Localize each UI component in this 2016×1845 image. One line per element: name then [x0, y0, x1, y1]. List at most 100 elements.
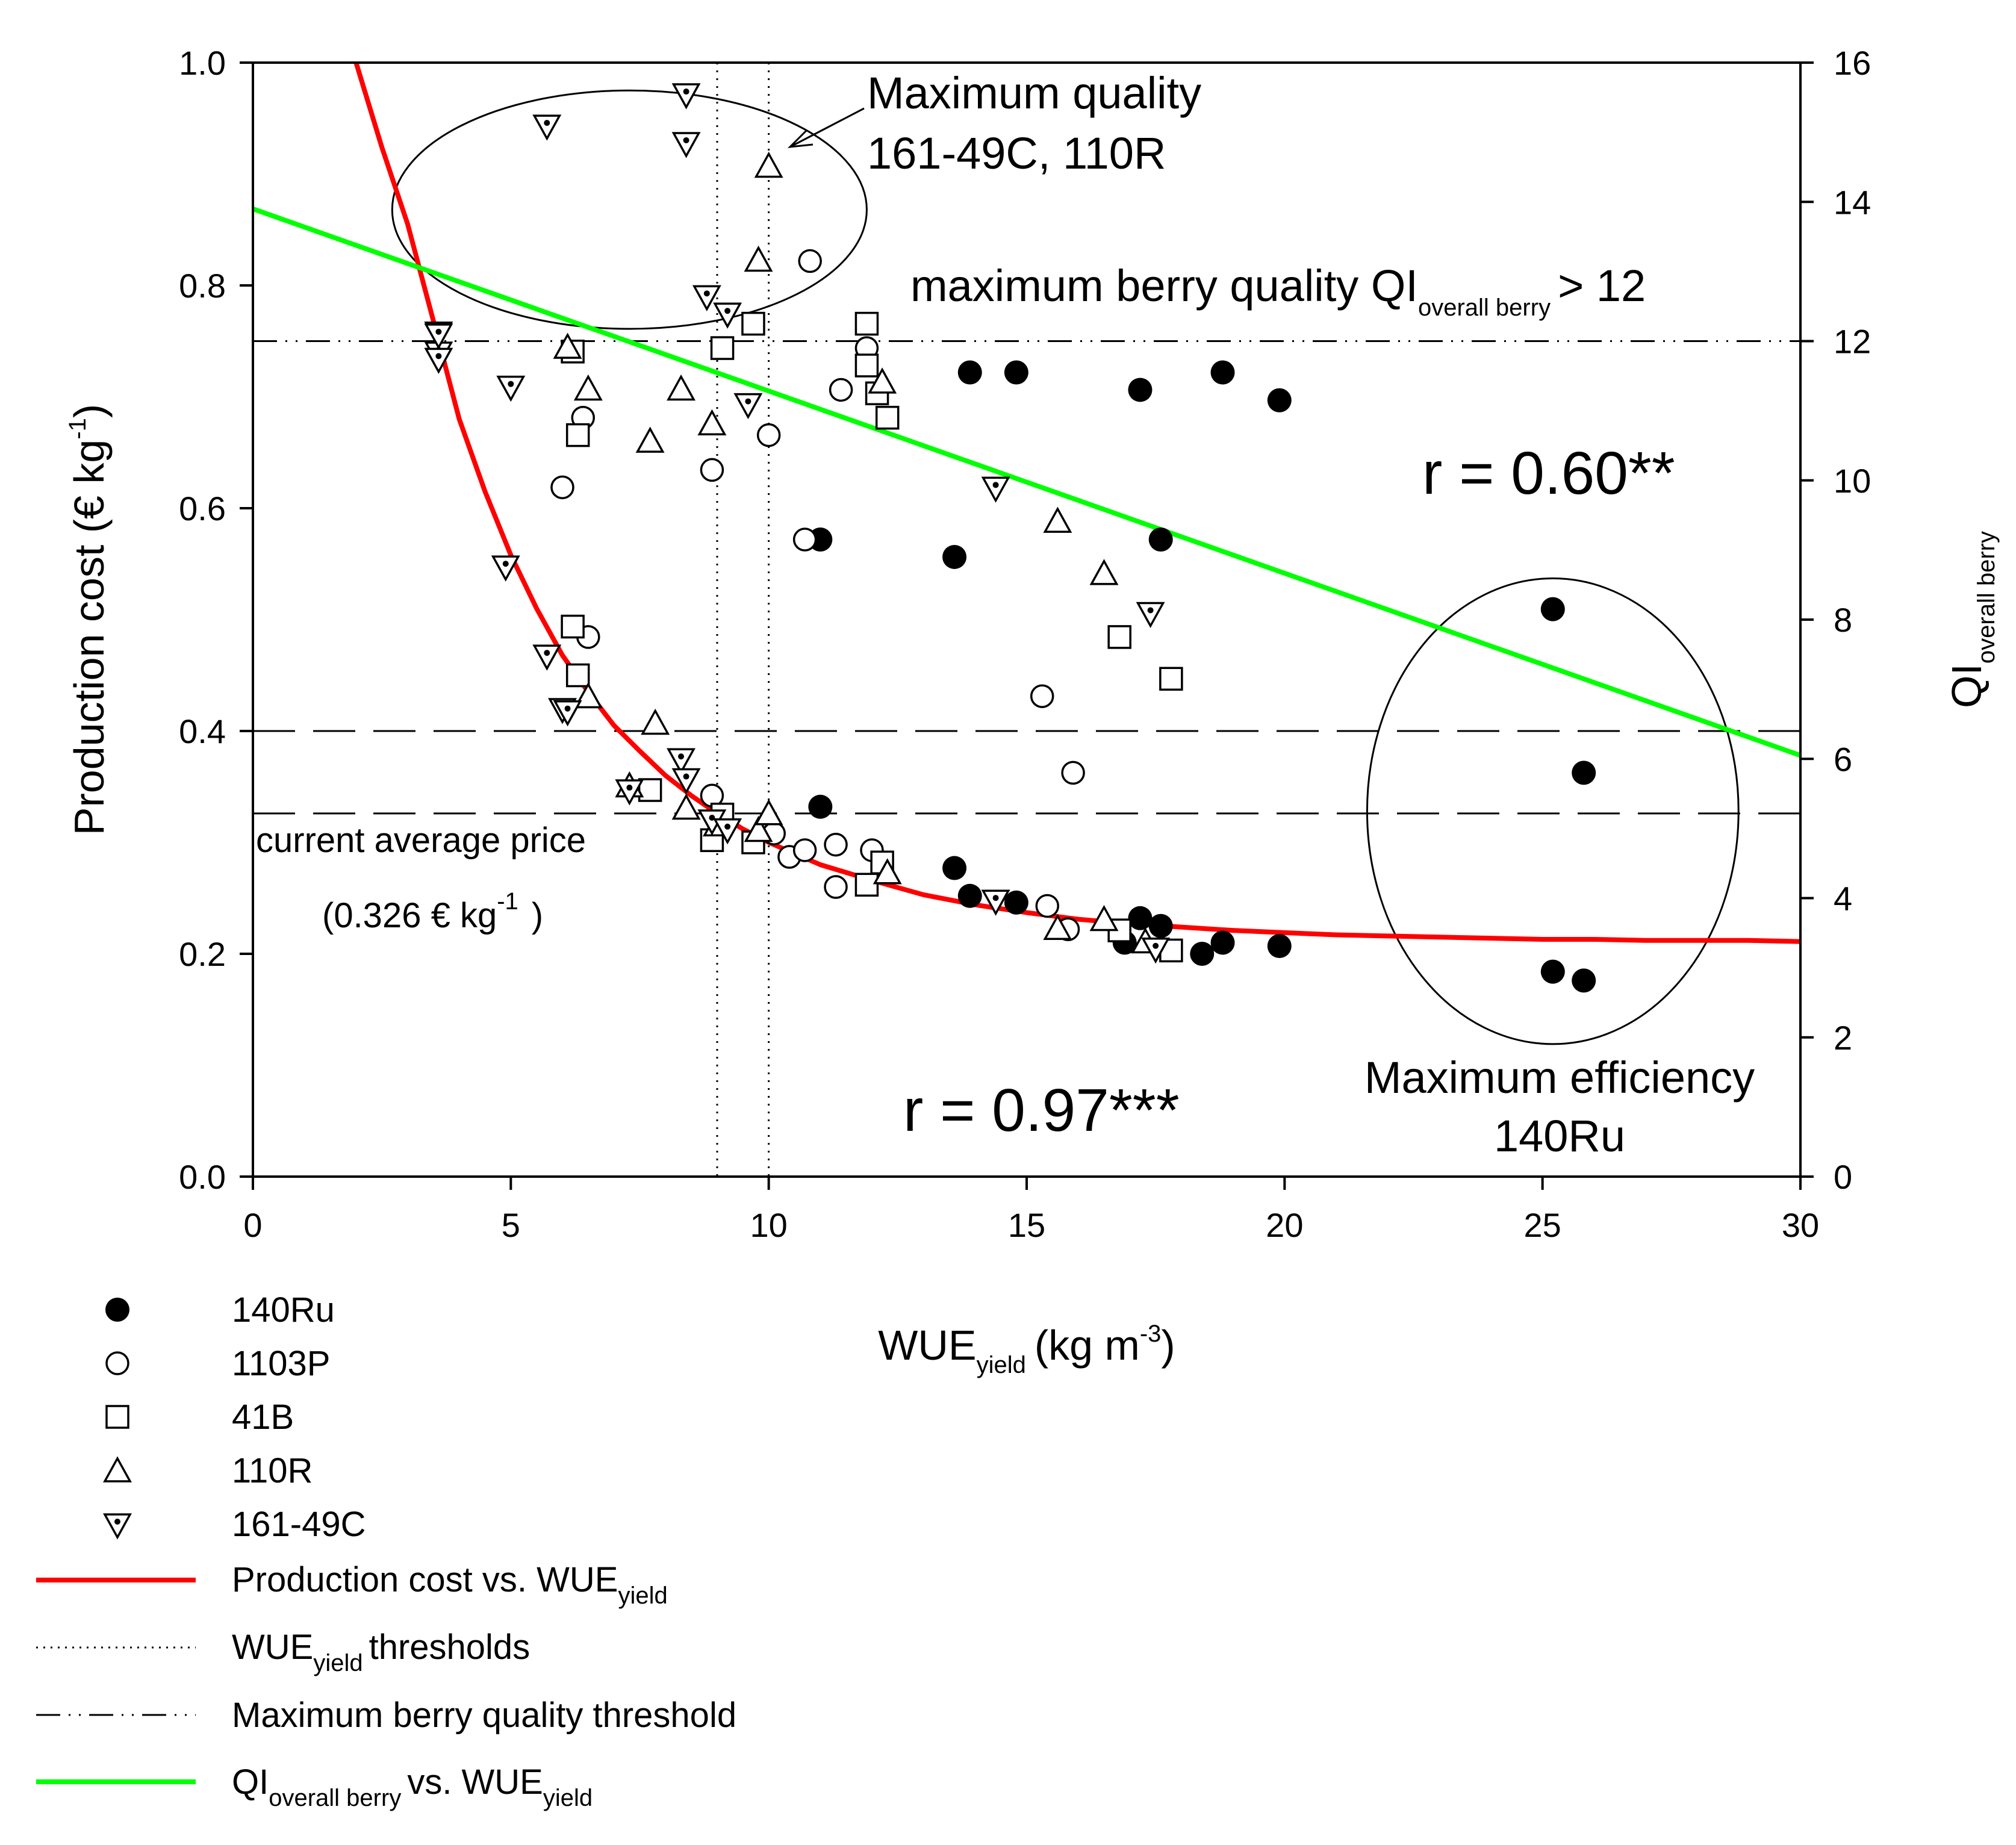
legend-item-140Ru: 140Ru [105, 1290, 335, 1330]
point-1103P-qi [798, 249, 822, 273]
point-110R-cost [744, 815, 773, 842]
point-161-49C-cost [671, 768, 701, 795]
data-points [424, 83, 1596, 993]
point-140Ru-qi [942, 544, 967, 569]
legend-label-41B: 41B [232, 1398, 294, 1437]
point-110R-cost [1043, 913, 1072, 941]
y-right-tick-label: 10 [1834, 462, 1871, 500]
legend-item-qi-fit: QIoverall berry vs. WUEyield [36, 1763, 593, 1811]
point-1103P-qi [1030, 684, 1054, 708]
point-110R-cost [754, 799, 783, 826]
point-161-49C-qi-dot [703, 290, 710, 297]
legend-label-production-cost-fit: Production cost vs. WUEyield [232, 1560, 668, 1609]
point-41B-qi [741, 311, 765, 336]
point-140Ru-qi [1210, 360, 1235, 385]
point-161-49C-qi-dot [992, 482, 999, 488]
point-110R-cost [873, 858, 902, 885]
point-161-49C-cost [615, 779, 644, 806]
annotation-max-quality-2: 161-49C, 110R [867, 128, 1166, 178]
point-161-49C-qi-dot [724, 308, 731, 314]
y-right-tick-label: 8 [1834, 601, 1852, 639]
point-41B-qi [854, 353, 879, 378]
point-110R-qi [868, 367, 897, 394]
annotation-berry-quality: maximum berry quality QIoverall berry > 1… [910, 261, 1646, 321]
point-161-49C-cost-dot [678, 753, 685, 760]
point-110R-qi [744, 245, 773, 272]
point-140Ru-qi [957, 360, 982, 385]
point-161-49C-qi-dot [544, 120, 550, 126]
x-tick-label: 25 [1524, 1206, 1561, 1244]
point-110R-cost [1089, 904, 1119, 932]
point-140Ru-cost [1210, 930, 1235, 955]
point-161-49C-qi-dot [508, 381, 514, 387]
legend-item-41B: 41B [105, 1398, 294, 1437]
point-140Ru-cost [1148, 913, 1173, 938]
y-left-tick-label: 0.8 [179, 267, 226, 305]
point-140Ru-qi [1148, 527, 1173, 552]
legend-item-wue-thresholds: WUEyield thresholds [36, 1628, 530, 1676]
legend-marker-triangle-up [103, 1456, 132, 1483]
point-161-49C-qi [981, 476, 1010, 503]
legend-marker-open-circle [105, 1351, 129, 1375]
x-axis-title: WUEyield (kg m-3) [878, 1321, 1175, 1378]
x-tick-label: 30 [1782, 1206, 1819, 1244]
point-140Ru-cost [1004, 890, 1028, 915]
point-161-49C-qi-dot [1147, 607, 1154, 614]
point-110R-qi [1089, 559, 1119, 585]
point-161-49C-qi-dot [745, 398, 751, 405]
point-161-49C-cost-dot [1153, 942, 1159, 949]
fit-line-qi [252, 207, 1802, 758]
legend-marker-dot [114, 1519, 120, 1525]
point-161-49C-cost-dot [564, 705, 571, 712]
annotation-price-1: current average price [256, 821, 586, 860]
legend-label-max-quality-threshold: Maximum berry quality threshold [232, 1696, 736, 1735]
point-140Ru-cost [1190, 942, 1215, 966]
point-140Ru-cost [957, 883, 982, 908]
point-1103P-cost [824, 832, 848, 857]
point-41B-qi [710, 336, 735, 360]
point-110R-cost [573, 682, 603, 709]
point-140Ru-qi [1128, 378, 1153, 402]
legend-label-110R: 110R [232, 1451, 313, 1490]
y-right-tick-label: 4 [1834, 880, 1852, 918]
legend: 140Ru 1103P 41B 110R 161-49C Production … [36, 1290, 736, 1811]
point-161-49C-cost [1141, 938, 1171, 964]
legend-label-140Ru: 140Ru [232, 1290, 335, 1330]
point-140Ru-cost [1572, 968, 1596, 993]
point-161-49C-cost [713, 818, 742, 845]
reference-lines [253, 63, 1800, 1177]
point-140Ru-cost [808, 794, 833, 819]
legend-label-wue-thresholds: WUEyield thresholds [232, 1628, 530, 1676]
annotation-price-2: (0.326 € kg-1) [322, 888, 543, 935]
point-1103P-qi [829, 378, 853, 402]
point-41B-qi [565, 663, 590, 688]
annotation-r-qi: r = 0.60** [1422, 440, 1675, 507]
point-110R-qi [667, 374, 695, 401]
point-110R-qi [641, 708, 670, 735]
point-41B-qi [565, 423, 590, 447]
legend-item-max-quality-threshold: Maximum berry quality threshold [36, 1696, 736, 1735]
point-140Ru-cost [1540, 959, 1565, 984]
point-110R-qi [754, 151, 783, 178]
point-161-49C-cost [667, 748, 695, 774]
legend-marker-triangle-down [103, 1513, 132, 1540]
point-161-49C-qi-dot [435, 353, 442, 359]
point-110R-cost [671, 793, 701, 820]
point-161-49C-cost-dot [544, 650, 550, 656]
legend-label-qi-fit: QIoverall berry vs. WUEyield [232, 1763, 593, 1811]
point-41B-qi [1107, 625, 1131, 649]
point-161-49C-qi [532, 114, 562, 141]
y-right-tick-label: 6 [1834, 740, 1852, 778]
point-161-49C-qi [1136, 602, 1165, 629]
highlight-ellipse [391, 89, 868, 330]
legend-label-161-49C: 161-49C [232, 1505, 366, 1544]
point-1103P-qi [1061, 761, 1085, 785]
point-161-49C-qi [733, 393, 763, 420]
point-110R-qi [635, 426, 665, 453]
point-161-49C-qi [496, 375, 526, 402]
point-140Ru-cost [1128, 906, 1153, 930]
point-110R-qi [573, 374, 603, 401]
point-140Ru-cost [942, 856, 967, 880]
y-axis-left-title: Production cost (€ kg-1) [64, 404, 113, 835]
